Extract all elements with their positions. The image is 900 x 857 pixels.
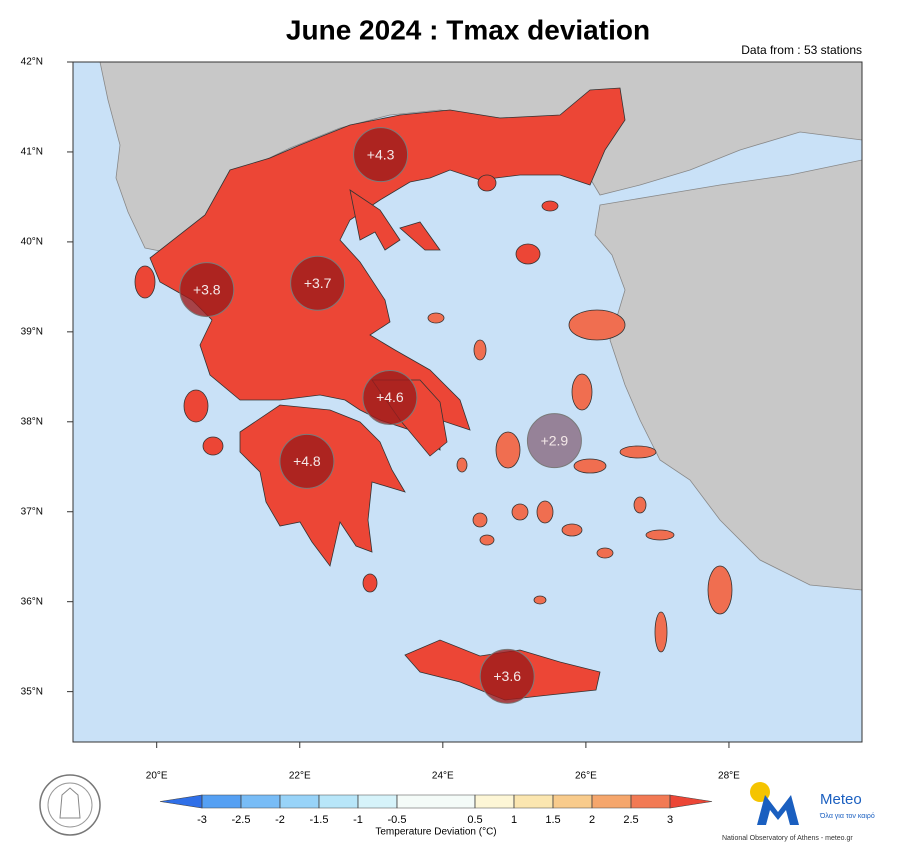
y-tick-label: 35°N: [21, 686, 43, 697]
colorbar-segment: [159, 794, 203, 809]
colorbar-segment: [552, 794, 593, 809]
station-marker: [479, 648, 535, 704]
brand: Meteo: [820, 791, 862, 808]
x-tick-label: 24°E: [432, 771, 454, 782]
colorbar-segment: [669, 794, 713, 809]
x-tick-label: 28°E: [718, 771, 740, 782]
station-label: +3.8: [193, 281, 221, 297]
colorbar-tick-label: -1: [353, 814, 363, 826]
station-label: +4.8: [293, 453, 321, 469]
axes: 20°E 22°E 24°E 26°E 28°E 35°N 36°N 37°N 38°N 39°N…: [21, 57, 741, 782]
station-marker: [353, 127, 409, 183]
colorbar-tick-label: -0.5: [388, 814, 407, 826]
colorbar-tick-label: 1.5: [545, 814, 560, 826]
stations: +4.3 +3.8 +3.7 +4.6 +4.8 +2.9 +3.6: [179, 127, 582, 704]
x-tick-label: 26°E: [575, 771, 597, 782]
islands: [427, 309, 733, 653]
colorbar-segment: [396, 794, 476, 809]
y-tick-label: 37°N: [21, 506, 43, 517]
y-tick-label: 41°N: [21, 147, 43, 158]
colorbar-segment: [357, 794, 398, 809]
y-tick-label: 39°N: [21, 326, 43, 337]
colorbar-segment: [318, 794, 359, 809]
colorbar-tick-label: 1: [511, 814, 517, 826]
station-marker: [362, 370, 418, 426]
map-frame: [72, 61, 863, 743]
station-label: +3.6: [493, 668, 521, 684]
colorbar-tick-label: -1.5: [310, 814, 329, 826]
colorbar: Temperature Deviation (°C) -3 -2.5 -2 -1.5 -…: [159, 794, 713, 838]
colorbar-segment: [630, 794, 671, 809]
title: June 2024 : Tmax deviation: [286, 14, 650, 45]
slogan: Όλα για τον καιρό: [819, 812, 875, 820]
colorbar-segment: [279, 794, 320, 809]
station-label: +2.9: [541, 432, 569, 448]
credit: National Observatory of Athens - meteo.g…: [722, 835, 853, 842]
colorbar-tick-label: 3: [667, 814, 673, 826]
noa-seal: [39, 774, 101, 836]
station-label: +3.7: [304, 275, 332, 291]
colorbar-segment: [201, 794, 242, 809]
colorbar-segment: [240, 794, 281, 809]
station-marker: [279, 433, 335, 489]
station-marker: [179, 262, 235, 318]
colorbar-segment: [474, 794, 515, 809]
y-tick-label: 38°N: [21, 416, 43, 427]
colorbar-tick-label: -2.5: [232, 814, 251, 826]
y-tick-label: 42°N: [21, 57, 43, 68]
colorbar-tick-label: -2: [275, 814, 285, 826]
map-area: [73, 62, 862, 742]
x-tick-label: 20°E: [146, 771, 168, 782]
colorbar-tick-label: 2.5: [623, 814, 638, 826]
station-label: +4.6: [376, 389, 404, 405]
colorbar-tick-label: -3: [197, 814, 207, 826]
colorbar-segment: [591, 794, 632, 809]
station-marker: [526, 413, 582, 469]
y-tick-label: 40°N: [21, 237, 43, 248]
colorbar-tick-label: 0.5: [467, 814, 482, 826]
x-tick-label: 22°E: [289, 771, 311, 782]
y-tick-label: 36°N: [21, 596, 43, 607]
subtitle: Data from : 53 stations: [741, 43, 862, 57]
meteo-logo: Meteo Όλα για τον καιρό National Observa…: [722, 782, 875, 842]
colorbar-segment: [513, 794, 554, 809]
station-marker: [290, 255, 346, 311]
colorbar-tick-label: 2: [589, 814, 595, 826]
colorbar-label: Temperature Deviation (°C): [375, 827, 496, 838]
station-label: +4.3: [367, 146, 395, 162]
